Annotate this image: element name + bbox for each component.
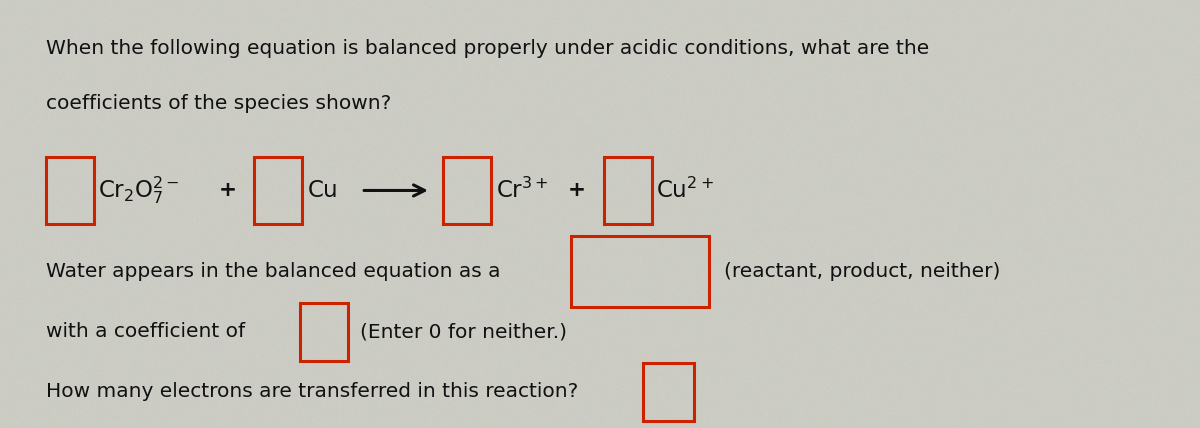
Text: +: + [220, 181, 238, 200]
Text: Water appears in the balanced equation as a: Water appears in the balanced equation a… [46, 262, 500, 281]
Text: (reactant, product, neither): (reactant, product, neither) [724, 262, 1000, 281]
Text: $\mathsf{Cr_2O_7^{2-}}$: $\mathsf{Cr_2O_7^{2-}}$ [98, 175, 180, 206]
Bar [604, 157, 652, 223]
Text: How many electrons are transferred in this reaction?: How many electrons are transferred in th… [46, 382, 578, 401]
Bar [643, 363, 694, 420]
Text: When the following equation is balanced properly under acidic conditions, what a: When the following equation is balanced … [46, 39, 929, 57]
Text: coefficients of the species shown?: coefficients of the species shown? [46, 94, 391, 113]
Text: $\mathsf{Cu}$: $\mathsf{Cu}$ [307, 179, 337, 202]
Bar [300, 303, 348, 360]
Bar [571, 236, 709, 307]
Text: $\mathsf{Cr^{3+}}$: $\mathsf{Cr^{3+}}$ [496, 178, 548, 203]
Text: +: + [569, 181, 586, 200]
Bar [254, 157, 302, 223]
Text: $\mathsf{Cu^{2+}}$: $\mathsf{Cu^{2+}}$ [656, 178, 714, 203]
Text: (Enter 0 for neither.): (Enter 0 for neither.) [360, 322, 568, 341]
Text: with a coefficient of: with a coefficient of [46, 322, 245, 341]
Bar [46, 157, 94, 223]
Bar [443, 157, 491, 223]
